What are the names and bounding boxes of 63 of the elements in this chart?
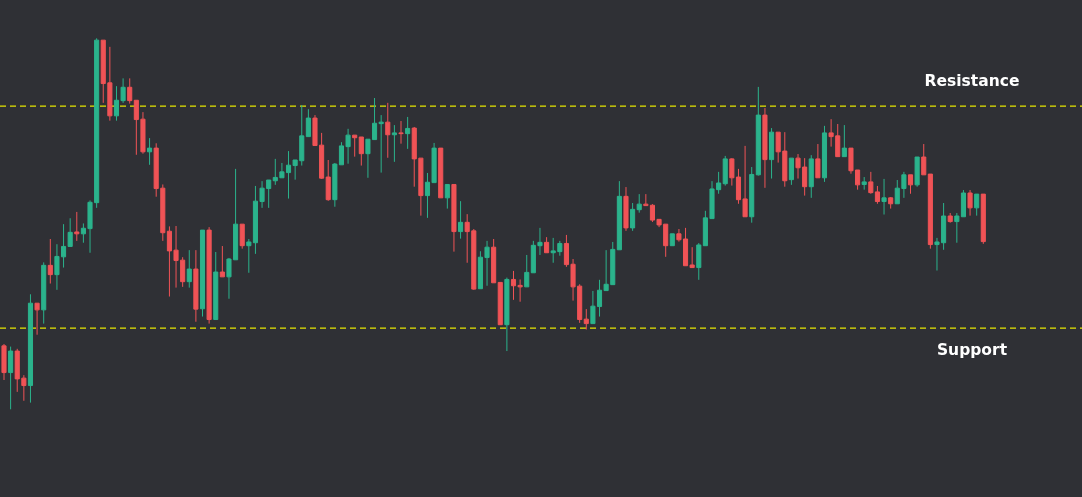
candlestick	[821, 125, 828, 183]
candlestick	[762, 107, 768, 189]
candlestick	[47, 238, 53, 285]
candlestick	[147, 137, 153, 166]
candlestick	[219, 245, 225, 278]
candlestick	[769, 127, 775, 180]
candlestick	[444, 183, 450, 210]
ref-line-label: Resistance	[924, 72, 1020, 91]
candlestick	[27, 293, 34, 404]
candlestick	[980, 193, 986, 245]
candlestick	[358, 136, 364, 167]
candlestick	[623, 186, 629, 232]
candlestick	[451, 183, 457, 253]
candlestick	[8, 346, 14, 410]
candlestick	[325, 159, 331, 202]
candlestick	[974, 193, 980, 217]
candlestick	[815, 143, 821, 179]
candlestick	[34, 302, 40, 336]
candlestick	[921, 143, 927, 176]
candlestick	[722, 155, 728, 187]
candlestick	[669, 233, 675, 247]
candlestick	[385, 102, 391, 159]
candlestick	[186, 249, 192, 289]
candlestick	[497, 281, 503, 326]
candlestick	[213, 251, 219, 321]
candlestick	[696, 242, 702, 281]
candlestick	[630, 202, 636, 232]
candlestick	[583, 308, 589, 331]
candlestick	[881, 178, 887, 216]
ref-line-label: Support	[936, 341, 1008, 360]
candlestick	[127, 77, 133, 105]
candlestick	[788, 157, 794, 186]
candlestick	[1, 343, 7, 381]
candlestick	[749, 166, 755, 224]
candlestick	[458, 200, 464, 240]
candlestick	[199, 229, 206, 318]
candlestick	[391, 124, 397, 163]
candlestick	[41, 261, 47, 325]
candlestick	[861, 176, 867, 191]
candlestick	[907, 174, 914, 195]
candlestick	[544, 236, 550, 254]
candlestick	[206, 226, 212, 325]
candlestick	[504, 277, 510, 352]
candlestick	[305, 108, 311, 138]
candlestick	[193, 249, 199, 323]
candlestick	[888, 196, 894, 210]
candlestick	[927, 173, 933, 250]
candlestick	[491, 238, 497, 284]
candlestick	[438, 147, 444, 199]
candlestick	[967, 189, 973, 217]
candlestick	[74, 211, 80, 242]
candlestick	[239, 223, 245, 250]
candlestick	[755, 86, 761, 177]
candlestick	[947, 212, 953, 224]
candlestick	[616, 180, 622, 251]
candlestick	[405, 116, 411, 150]
candlestick	[914, 156, 920, 188]
candlestick	[398, 120, 404, 145]
candlestick	[524, 254, 530, 288]
candlestick	[636, 193, 642, 214]
candlestick	[352, 134, 358, 158]
candlestick	[808, 154, 814, 199]
candlestick	[841, 124, 847, 158]
